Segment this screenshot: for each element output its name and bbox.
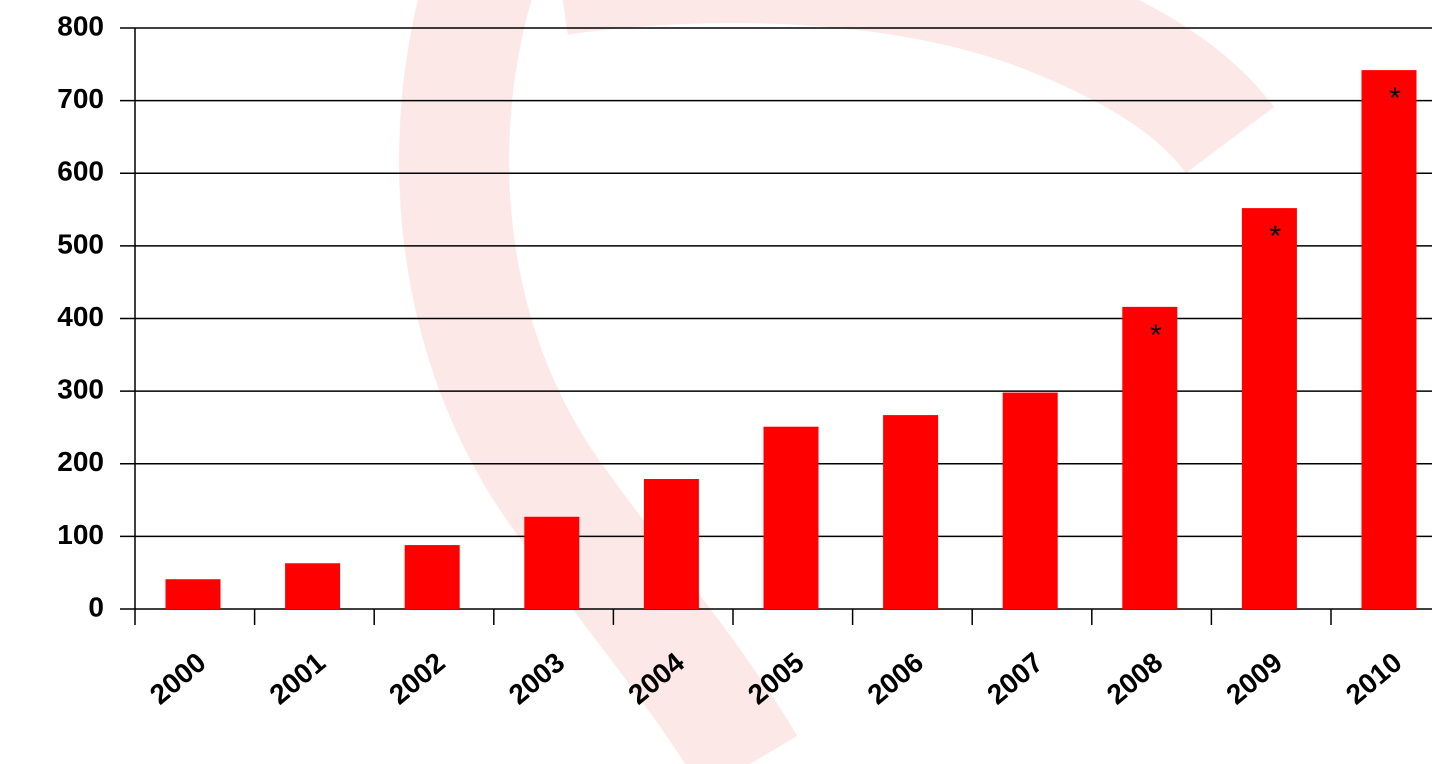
x-tick-label: 2007 — [981, 647, 1049, 711]
x-tick-label: 2003 — [503, 647, 571, 711]
bar — [1002, 392, 1058, 609]
annotation: * — [1150, 319, 1162, 352]
y-tick-label: 400 — [57, 301, 104, 332]
annotation: * — [1270, 220, 1282, 253]
bar — [1241, 208, 1297, 610]
x-tick-label: 2008 — [1101, 647, 1169, 711]
bar — [763, 426, 819, 609]
annotation: * — [1389, 82, 1401, 115]
y-tick-label: 300 — [57, 374, 104, 405]
y-tick-label: 0 — [88, 591, 104, 622]
y-tick-label: 500 — [57, 228, 104, 259]
bar — [1361, 70, 1417, 609]
y-tick-label: 200 — [57, 446, 104, 477]
x-tick-label: 2002 — [383, 647, 451, 711]
x-tick-label: 2001 — [264, 647, 332, 711]
bar — [285, 563, 341, 609]
x-tick-label: 2000 — [144, 647, 212, 711]
x-tick-label: 2010 — [1340, 647, 1408, 711]
bar — [1122, 306, 1178, 609]
bar — [165, 579, 221, 609]
bar — [643, 479, 699, 609]
x-tick-label: 2006 — [862, 647, 930, 711]
x-tick-label: 2009 — [1220, 647, 1288, 711]
bar — [524, 516, 580, 609]
bar — [883, 415, 939, 609]
y-tick-label: 600 — [57, 156, 104, 187]
y-tick-label: 800 — [57, 10, 104, 41]
y-tick-label: 100 — [57, 519, 104, 550]
watermark — [399, 0, 1274, 764]
bar — [404, 545, 460, 609]
y-tick-label: 700 — [57, 83, 104, 114]
